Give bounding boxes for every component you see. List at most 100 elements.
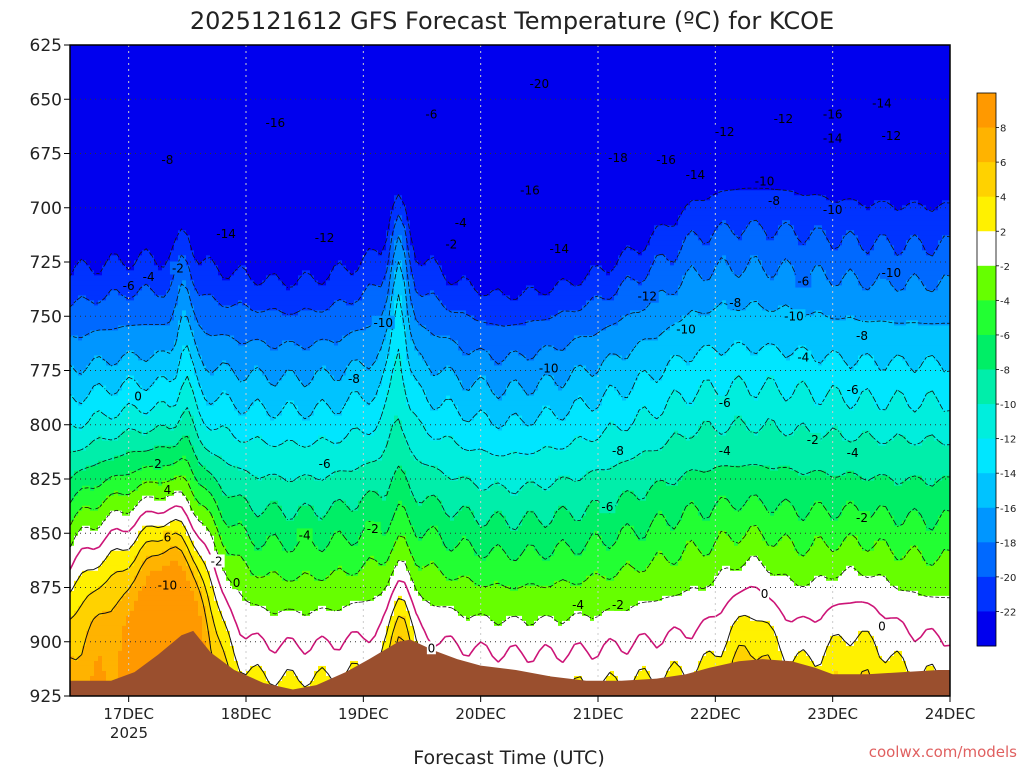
temperature-cell: [90, 190, 95, 196]
temperature-cell: [106, 190, 111, 196]
temperature-cell: [106, 660, 111, 667]
temperature-cell: [138, 415, 143, 422]
temperature-cell: [86, 560, 91, 567]
temperature-cell: [202, 620, 207, 627]
temperature-cell: [154, 365, 159, 372]
temperature-cell: [142, 565, 147, 572]
temperature-cell: [82, 75, 87, 81]
temperature-cell: [206, 535, 211, 542]
temperature-cell: [126, 590, 131, 597]
temperature-cell: [114, 400, 119, 407]
temperature-cell: [210, 190, 215, 196]
temperature-cell: [218, 415, 223, 422]
temperature-cell: [74, 205, 79, 211]
temperature-cell: [210, 150, 215, 156]
temperature-cell: [206, 95, 211, 101]
temperature-cell: [106, 435, 111, 442]
temperature-cell: [118, 235, 123, 241]
temperature-cell: [102, 185, 107, 191]
temperature-cell: [134, 570, 139, 577]
temperature-cell: [206, 405, 211, 412]
temperature-cell: [146, 570, 151, 577]
temperature-cell: [78, 590, 83, 597]
temperature-cell: [110, 540, 115, 547]
temperature-cell: [218, 450, 223, 457]
temperature-cell: [82, 210, 87, 216]
temperature-cell: [114, 375, 119, 382]
temperature-cell: [78, 435, 83, 442]
temperature-cell: [118, 630, 123, 637]
temperature-cell: [190, 515, 195, 522]
temperature-cell: [206, 385, 211, 392]
temperature-cell: [138, 145, 143, 151]
temperature-cell: [94, 95, 99, 101]
temperature-cell: [202, 505, 207, 512]
temperature-cell: [102, 80, 107, 86]
temperature-cell: [126, 130, 131, 136]
temperature-cell: [150, 650, 155, 657]
temperature-cell: [110, 90, 115, 96]
temperature-cell: [118, 330, 123, 337]
temperature-cell: [70, 420, 75, 427]
temperature-cell: [98, 220, 103, 226]
temperature-cell: [134, 595, 139, 602]
temperature-cell: [90, 525, 95, 532]
temperature-cell: [170, 570, 175, 577]
temperature-cell: [90, 360, 95, 367]
temperature-cell: [170, 290, 175, 296]
temperature-cell: [178, 240, 183, 246]
temperature-cell: [154, 620, 159, 627]
temperature-cell: [218, 500, 223, 507]
temperature-cell: [122, 60, 127, 66]
temperature-cell: [174, 215, 179, 221]
temperature-cell: [86, 475, 91, 482]
temperature-cell: [138, 120, 143, 126]
temperature-cell: [222, 75, 227, 81]
temperature-cell: [210, 240, 215, 246]
temperature-cell: [74, 250, 79, 256]
temperature-cell: [90, 635, 95, 642]
temperature-cell: [186, 590, 191, 597]
temperature-cell: [106, 235, 111, 241]
temperature-cell: [178, 80, 183, 86]
temperature-cell: [170, 300, 175, 306]
temperature-cell: [98, 650, 103, 657]
temperature-cell: [94, 550, 99, 557]
temperature-cell: [214, 600, 219, 607]
temperature-cell: [174, 410, 179, 417]
temperature-cell: [186, 335, 191, 342]
temperature-cell: [158, 495, 163, 502]
temperature-cell: [90, 460, 95, 467]
temperature-cell: [186, 55, 191, 61]
temperature-cell: [170, 315, 175, 322]
temperature-cell: [174, 315, 179, 322]
temperature-cell: [110, 100, 115, 106]
temperature-cell: [206, 200, 211, 206]
temperature-cell: [114, 215, 119, 221]
temperature-cell: [102, 215, 107, 221]
temperature-cell: [126, 160, 131, 166]
temperature-cell: [118, 165, 123, 171]
temperature-cell: [182, 110, 187, 116]
temperature-cell: [158, 320, 163, 327]
temperature-cell: [206, 480, 211, 487]
temperature-cell: [126, 255, 131, 261]
temperature-cell: [202, 500, 207, 507]
temperature-cell: [162, 360, 167, 367]
temperature-cell: [222, 180, 227, 186]
temperature-cell: [218, 340, 223, 347]
temperature-cell: [82, 350, 87, 357]
temperature-cell: [154, 445, 159, 452]
temperature-cell: [174, 180, 179, 186]
temperature-cell: [82, 530, 87, 537]
temperature-cell: [134, 220, 139, 226]
temperature-cell: [70, 250, 75, 256]
temperature-cell: [70, 100, 75, 106]
temperature-cell: [118, 505, 123, 512]
temperature-cell: [86, 495, 91, 502]
temperature-cell: [198, 135, 203, 141]
temperature-cell: [110, 175, 115, 181]
temperature-cell: [178, 585, 183, 592]
temperature-cell: [162, 115, 167, 121]
